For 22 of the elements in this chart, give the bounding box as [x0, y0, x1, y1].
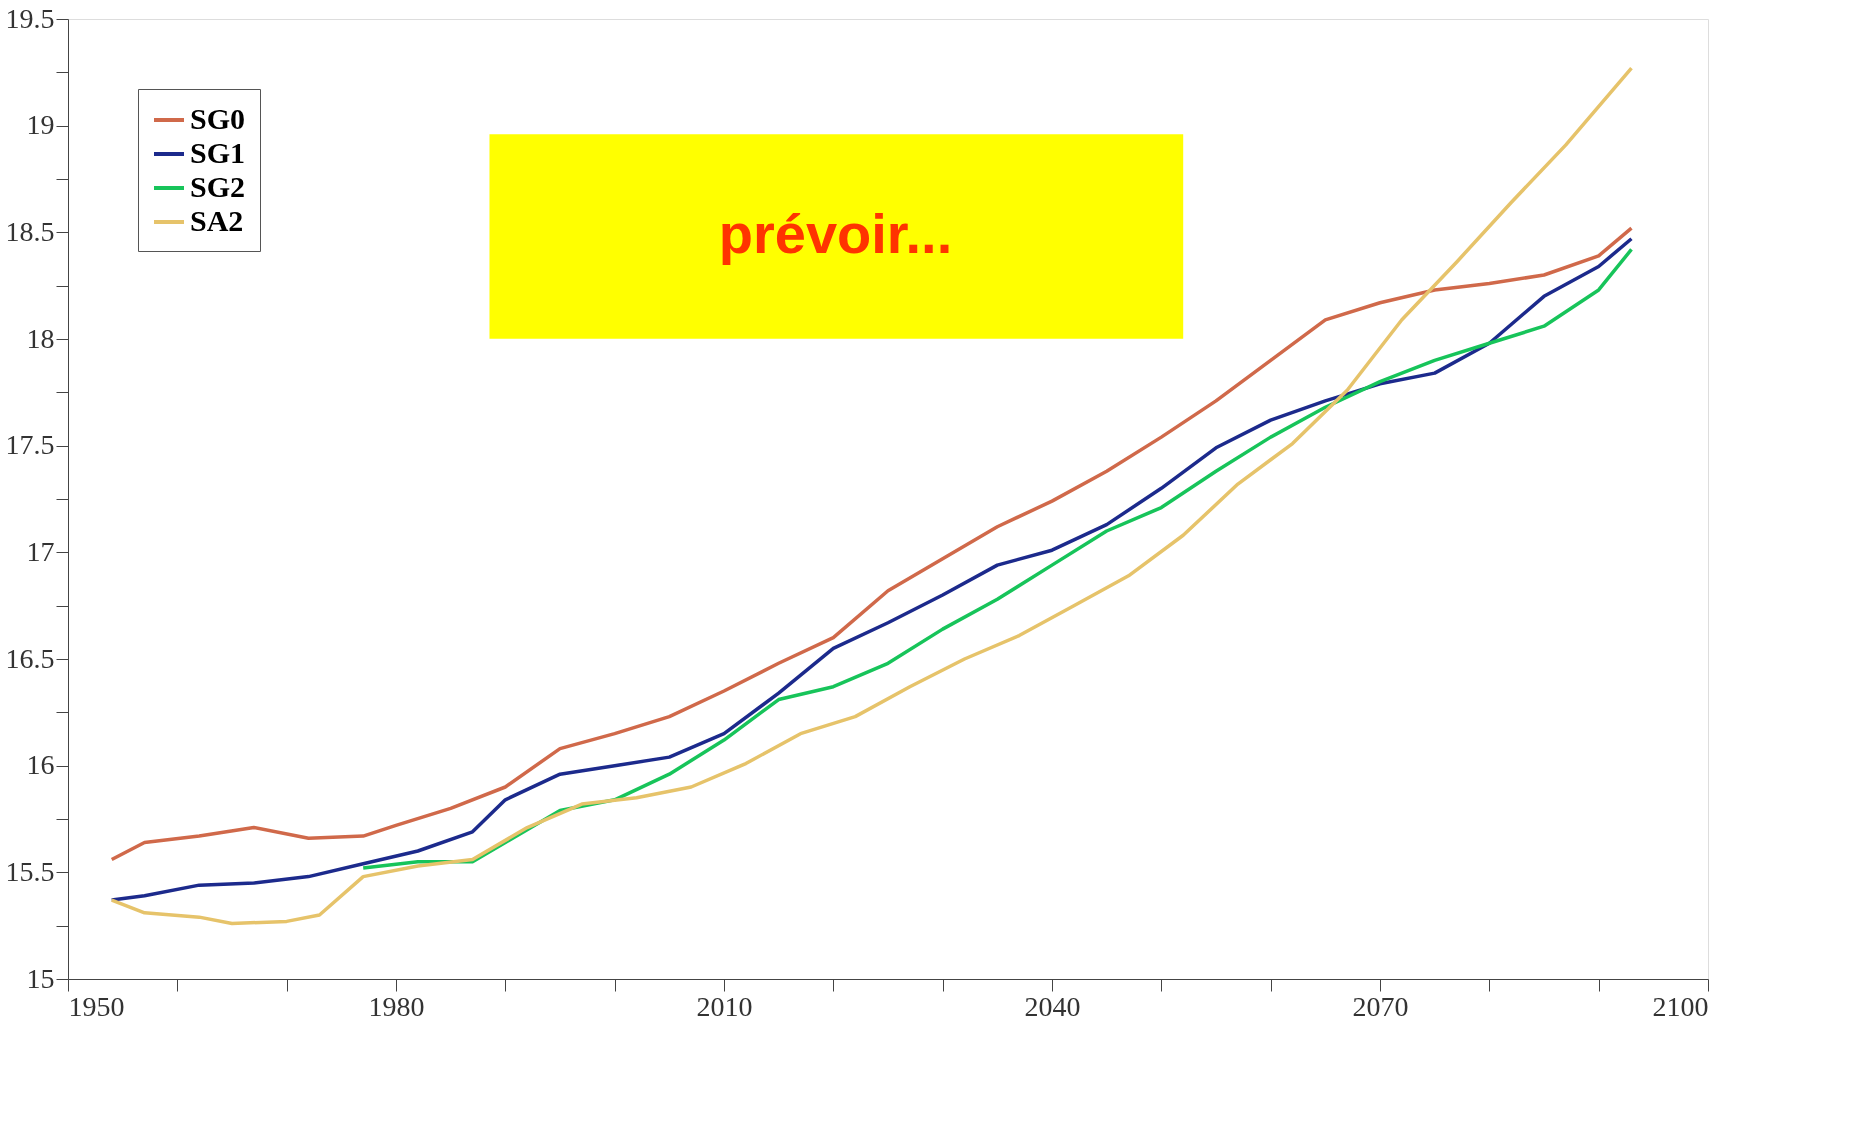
- y-tick-label: 18.5: [5, 215, 55, 247]
- legend-label: SG1: [190, 136, 246, 169]
- x-tick-label: 2070: [1352, 990, 1409, 1022]
- y-tick-label: 18: [26, 322, 55, 354]
- x-tick-label: 1980: [368, 990, 425, 1022]
- y-tick-label: 17: [26, 535, 55, 567]
- y-tick-label: 16: [26, 749, 55, 781]
- legend-label: SG2: [190, 170, 246, 203]
- legend-label: SA2: [190, 204, 244, 237]
- annotation: prévoir...: [718, 201, 953, 265]
- y-tick-label: 19: [26, 109, 55, 141]
- x-tick-label: 2040: [1024, 990, 1081, 1022]
- y-tick-label: 19.5: [5, 2, 55, 34]
- y-tick-label: 17.5: [5, 429, 55, 461]
- x-tick-label: 2100: [1652, 990, 1709, 1022]
- legend-label: SG0: [190, 102, 246, 135]
- y-tick-label: 15.5: [5, 855, 55, 887]
- y-tick-label: 15: [26, 962, 55, 994]
- x-tick-label: 1950: [68, 990, 125, 1022]
- line-series: [109, 66, 1634, 926]
- y-tick-label: 16.5: [5, 642, 55, 674]
- x-tick-label: 2010: [696, 990, 753, 1022]
